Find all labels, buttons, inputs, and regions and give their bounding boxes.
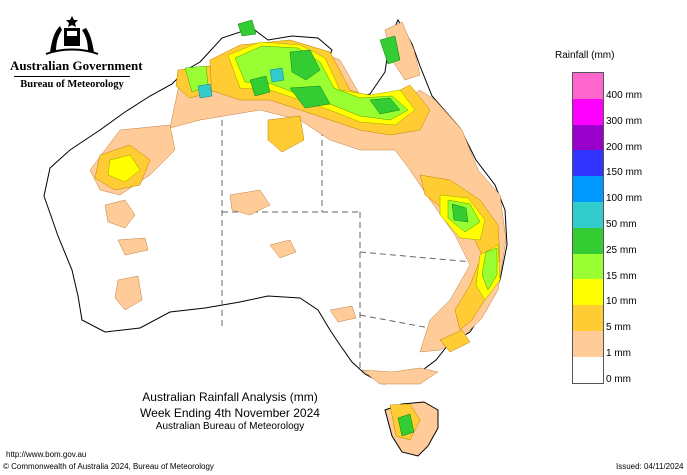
legend-swatch bbox=[573, 73, 603, 99]
government-title: Australian Government bbox=[10, 58, 143, 73]
legend-swatch bbox=[573, 227, 603, 254]
legend-color-bar bbox=[572, 72, 604, 384]
legend-label: 25 mm bbox=[606, 244, 637, 256]
map-caption: Australian Rainfall Analysis (mm) Week E… bbox=[130, 389, 330, 433]
legend-label: 200 mm bbox=[606, 141, 643, 153]
legend-swatch bbox=[573, 305, 603, 331]
legend-label: 1 mm bbox=[606, 348, 631, 359]
rainfall-50mm bbox=[197, 67, 285, 99]
legend-label: 150 mm bbox=[606, 167, 643, 179]
legend-label: 10 mm bbox=[606, 296, 637, 308]
legend-swatch bbox=[573, 124, 603, 151]
legend-label: 300 mm bbox=[606, 115, 643, 127]
government-header: Australian Government Bureau of Meteorol… bbox=[10, 12, 143, 90]
legend-label: 15 mm bbox=[606, 270, 637, 282]
caption-line-2: Week Ending 4th November 2024 bbox=[140, 406, 320, 420]
footer-copyright: © Commonwealth of Australia 2024, Bureau… bbox=[3, 462, 214, 471]
legend-swatch bbox=[573, 176, 603, 202]
caption-line-1: Australian Rainfall Analysis (mm) bbox=[142, 390, 318, 404]
legend-swatch bbox=[573, 98, 603, 125]
legend-label: 50 mm bbox=[606, 219, 637, 230]
legend-swatch bbox=[573, 150, 603, 177]
bureau-title: Bureau of Meteorology bbox=[20, 79, 124, 90]
caption-line-3: Australian Bureau of Meteorology bbox=[155, 421, 305, 432]
legend-label: 0 mm bbox=[606, 373, 631, 385]
legend-label: 400 mm bbox=[606, 90, 643, 101]
legend-swatch bbox=[573, 356, 603, 383]
footer-issued: Issued: 04/11/2024 bbox=[616, 462, 684, 471]
coat-of-arms-icon bbox=[45, 16, 99, 55]
legend-swatch bbox=[573, 330, 603, 357]
header-divider bbox=[14, 76, 130, 77]
legend-label: 100 mm bbox=[606, 193, 643, 205]
footer-url[interactable]: http://www.bom.gov.au bbox=[6, 450, 87, 459]
legend-swatch bbox=[573, 253, 603, 280]
rainfall-25mm bbox=[237, 19, 469, 437]
legend-title: Rainfall (mm) bbox=[555, 50, 615, 61]
legend-swatch bbox=[573, 279, 603, 306]
legend-swatch bbox=[573, 201, 603, 228]
legend-label: 5 mm bbox=[606, 322, 631, 334]
